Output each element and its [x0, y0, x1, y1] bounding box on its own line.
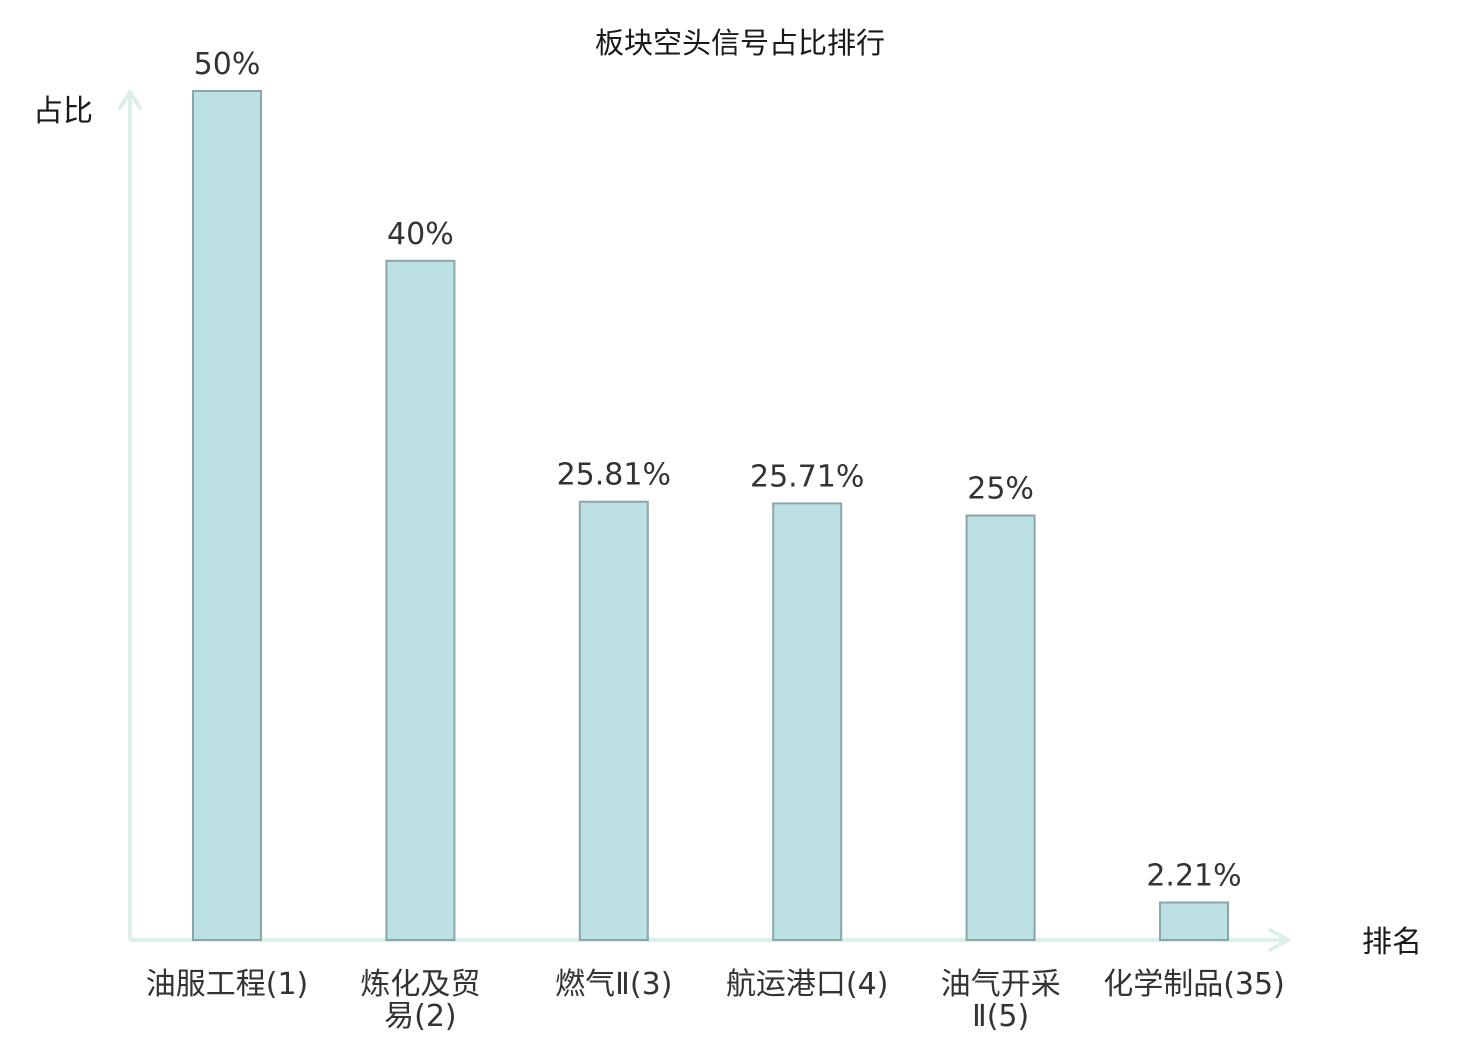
- x-tick-label: 化学制品(35): [1103, 967, 1285, 1002]
- y-axis-label: 占比: [33, 94, 93, 129]
- x-tick-label-line: 油气开采: [941, 967, 1061, 1002]
- value-labels-group: 50% 40% 25.81% 25.71% 25% 2.21%: [194, 47, 1242, 894]
- x-tick-label: 炼化及贸易(2): [360, 967, 480, 1034]
- data-label: 25%: [967, 472, 1034, 507]
- x-tick-label-line: 化学制品(35): [1103, 967, 1285, 1002]
- bars-group: [192, 90, 1229, 941]
- x-tick-label-line: Ⅱ(5): [972, 999, 1029, 1034]
- x-tick-labels-group: 油服工程(1) 炼化及贸易(2) 燃气Ⅱ(3) 航运港口(4) 油气开采 Ⅱ(5) 化学制品…: [146, 967, 1285, 1034]
- x-axis-label: 排名: [1362, 925, 1422, 960]
- x-tick-label: 航运港口(4): [726, 967, 889, 1002]
- x-tick-label-line: 油服工程(1): [146, 967, 309, 1002]
- data-label: 25.81%: [557, 458, 671, 493]
- x-tick-label: 油服工程(1): [146, 967, 309, 1002]
- x-tick-label: 燃气Ⅱ(3): [555, 967, 672, 1002]
- bar: [192, 90, 262, 941]
- y-axis-arrow-icon: [118, 88, 142, 110]
- x-tick-label-line: 易(2): [384, 999, 457, 1034]
- bar: [965, 514, 1036, 941]
- data-label: 2.21%: [1146, 859, 1241, 894]
- chart-title: 板块空头信号占比排行: [595, 26, 885, 60]
- x-tick-label: 油气开采 Ⅱ(5): [941, 967, 1061, 1034]
- data-label: 50%: [194, 47, 261, 82]
- data-label: 40%: [387, 217, 454, 252]
- bar: [578, 500, 649, 941]
- x-tick-label-line: 炼化及贸: [360, 967, 480, 1002]
- x-tick-label-line: 航运港口(4): [726, 967, 889, 1002]
- bar: [385, 259, 456, 941]
- chart-axes: [118, 88, 1293, 952]
- bar: [1159, 901, 1229, 941]
- x-axis-arrow-icon: [1268, 928, 1293, 952]
- x-tick-label-line: 燃气Ⅱ(3): [555, 967, 672, 1002]
- data-label: 25.71%: [750, 459, 864, 494]
- bar: [772, 502, 843, 941]
